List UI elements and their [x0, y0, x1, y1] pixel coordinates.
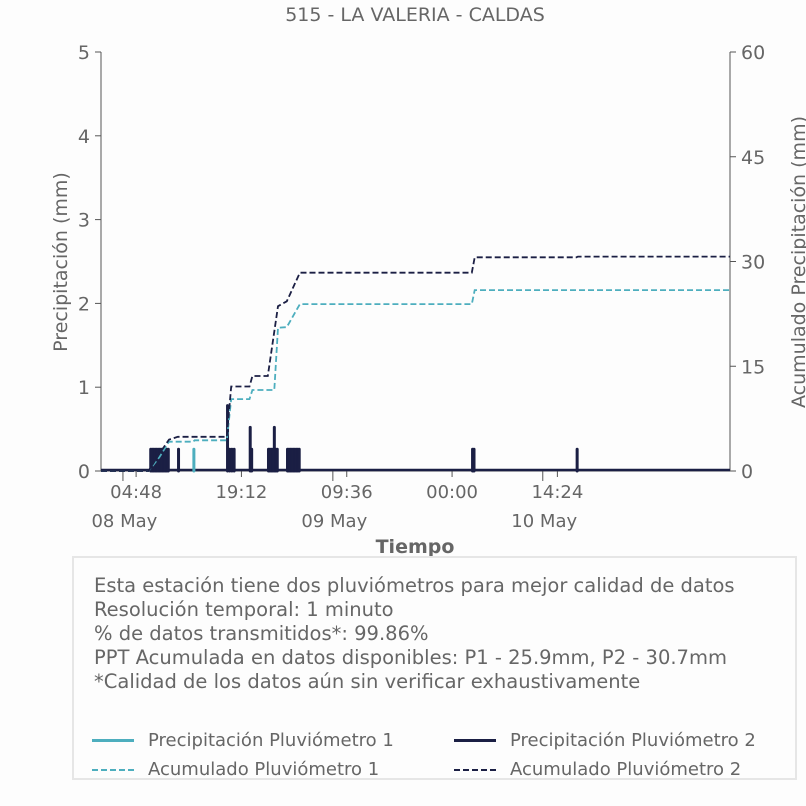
y2-tick-label: 15 [741, 356, 765, 378]
legend-label: Acumulado Pluviómetro 2 [510, 759, 742, 780]
legend-item-p1: Precipitación Pluviómetro 1 [92, 730, 394, 751]
x-tick-label: 14:24 [531, 482, 583, 503]
chart-title: 515 - LA VALERIA - CALDAS [285, 4, 545, 26]
legend-item-p2: Precipitación Pluviómetro 2 [454, 730, 756, 751]
y-tick-label: 4 [78, 126, 90, 148]
info-line: Esta estación tiene dos pluviómetros par… [94, 574, 735, 597]
legend-swatch [454, 768, 496, 771]
y-tick-label: 2 [78, 293, 90, 315]
chart: 515 - LA VALERIA - CALDAS012345015304560… [50, 4, 806, 556]
y2-tick-label: 0 [741, 461, 753, 483]
y2-tick-label: 30 [741, 252, 765, 274]
legend: Precipitación Pluviómetro 1 Precipitació… [92, 730, 792, 790]
x-tick-label: 00:00 [426, 482, 478, 503]
cumulative-line [101, 289, 730, 472]
y-tick-label: 0 [78, 461, 90, 483]
y2-axis-label: Acumulado Precipitación (mm) [788, 116, 806, 408]
cumulative-line [101, 255, 730, 472]
info-line: Resolución temporal: 1 minuto [94, 598, 394, 621]
y2-tick-label: 60 [741, 42, 765, 64]
y-tick-label: 1 [78, 377, 90, 399]
date-tick-label: 08 May [91, 511, 157, 532]
info-text: Esta estación tiene dos pluviómetros par… [94, 574, 735, 694]
info-line: PPT Acumulada en datos disponibles: P1 -… [94, 646, 727, 669]
legend-item-acc2: Acumulado Pluviómetro 2 [454, 759, 741, 780]
y2-tick-label: 45 [741, 147, 765, 169]
y-axis-label: Precipitación (mm) [50, 172, 72, 352]
legend-swatch [92, 739, 134, 742]
x-axis-label: Tiempo [376, 536, 455, 556]
y-tick-label: 5 [78, 42, 90, 64]
x-tick-label: 09:36 [321, 482, 373, 503]
date-tick-label: 10 May [511, 511, 577, 532]
legend-label: Precipitación Pluviómetro 2 [510, 730, 756, 751]
legend-swatch [454, 739, 496, 742]
x-tick-label: 04:48 [110, 482, 162, 503]
legend-label: Acumulado Pluviómetro 1 [148, 759, 380, 780]
x-tick-label: 19:12 [215, 482, 267, 503]
legend-label: Precipitación Pluviómetro 1 [148, 730, 394, 751]
y-tick-label: 3 [78, 210, 90, 232]
legend-item-acc1: Acumulado Pluviómetro 1 [92, 759, 379, 780]
info-box: Esta estación tiene dos pluviómetros par… [72, 556, 797, 780]
info-line: % de datos transmitidos*: 99.86% [94, 622, 429, 645]
legend-swatch [92, 768, 134, 771]
date-tick-label: 09 May [301, 511, 367, 532]
info-line: *Calidad de los datos aún sin verificar … [94, 670, 641, 693]
